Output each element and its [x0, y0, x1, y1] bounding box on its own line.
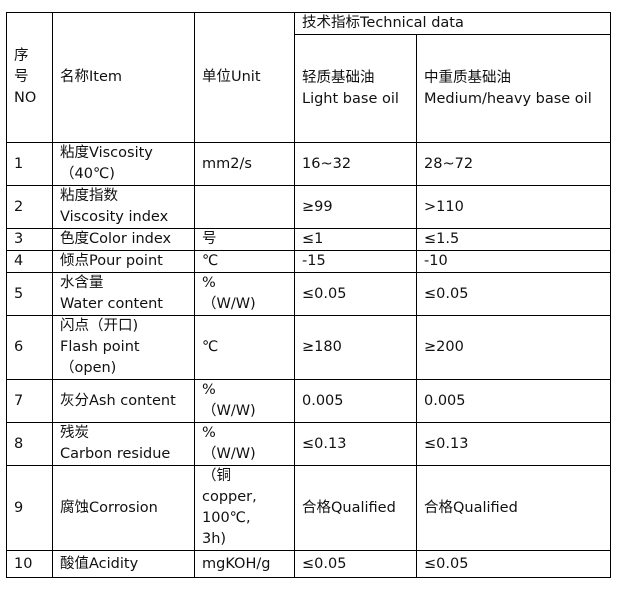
technical-data-table: 序 号 NO 名称Item 单位Unit 技术指标Technical data … [6, 12, 612, 578]
cell-medium: 28~72 [415, 142, 612, 186]
cell-medium: ≤0.05 [415, 272, 612, 316]
header-row: 序 号 NO 名称Item 单位Unit 技术指标Technical data [6, 12, 612, 143]
header-unit: 单位Unit [194, 12, 295, 143]
table-row: 10 酸值Acidity mgKOH/g ≤0.05 ≤0.05 [6, 550, 612, 578]
cell-light: 16~32 [294, 142, 417, 186]
cell-light: ≤0.13 [294, 422, 417, 466]
table-row: 2 粘度指数 Viscosity index ≥99 >110 [6, 185, 612, 229]
cell-no: 8 [6, 422, 53, 466]
table-row: 9 腐蚀Corrosion （铜 copper, 100℃, 3h) 合格Qualif… [6, 465, 612, 551]
cell-item: 酸值Acidity [52, 550, 195, 578]
table-row: 3 色度Color index 号 ≤1 ≤1.5 [6, 228, 612, 251]
cell-medium: ≤0.13 [415, 422, 612, 466]
cell-no: 2 [6, 185, 53, 229]
cell-medium: ≥200 [415, 315, 612, 380]
cell-light: 0.005 [294, 379, 417, 423]
cell-item: 闪点（开口) Flash point （open) [52, 315, 195, 380]
cell-medium: >110 [415, 185, 612, 229]
cell-item: 腐蚀Corrosion [52, 465, 195, 551]
header-medium-heavy-base-oil: 中重质基础油 Medium/heavy base oil [415, 34, 612, 143]
cell-unit: ℃ [194, 250, 295, 273]
cell-unit: （铜 copper, 100℃, 3h) [194, 465, 295, 551]
table-row: 1 粘度Viscosity （40℃) mm2/s 16~32 28~72 [6, 142, 612, 186]
cell-light: ≤1 [294, 228, 417, 251]
cell-light: ≤0.05 [294, 550, 417, 578]
cell-medium: ≤0.05 [415, 550, 612, 578]
cell-medium: 0.005 [415, 379, 612, 423]
cell-item: 水含量 Water content [52, 272, 195, 316]
cell-light: 合格Qualified [294, 465, 417, 551]
cell-unit: % （W/W) [194, 422, 295, 466]
cell-item: 色度Color index [52, 228, 195, 251]
cell-item: 倾点Pour point [52, 250, 195, 273]
cell-unit: mm2/s [194, 142, 295, 186]
header-subrow: 轻质基础油 Light base oil 中重质基础油 Medium/heavy… [7, 34, 612, 143]
table-row: 7 灰分Ash content% （W/W) 0.005 0.005 [6, 379, 612, 423]
cell-no: 1 [6, 142, 53, 186]
header-light-base-oil: 轻质基础油 Light base oil [294, 34, 417, 143]
cell-light: ≥99 [294, 185, 417, 229]
cell-unit: % （W/W) [194, 379, 295, 423]
table-row: 5 水含量 Water content% （W/W) ≤0.05 ≤0.05 [6, 272, 612, 316]
cell-no: 10 [6, 550, 53, 578]
cell-unit: 号 [194, 228, 295, 251]
cell-light: ≤0.05 [294, 272, 417, 316]
cell-medium: ≤1.5 [415, 228, 612, 251]
cell-no: 7 [6, 379, 53, 423]
table-row: 4 倾点Pour point ℃ -15 -10 [6, 250, 612, 273]
cell-item: 粘度Viscosity （40℃) [52, 142, 195, 186]
cell-unit: ℃ [194, 315, 295, 380]
table-row: 6 闪点（开口) Flash point （open) ℃ ≥180 ≥200 [6, 315, 612, 380]
cell-unit: mgKOH/g [194, 550, 295, 578]
cell-no: 6 [6, 315, 53, 380]
cell-no: 3 [6, 228, 53, 251]
cell-medium: 合格Qualified [415, 465, 612, 551]
table-row: 8 残炭 Carbon residue% （W/W) ≤0.13 ≤0.13 [6, 422, 612, 466]
header-technical-data: 技术指标Technical data [293, 12, 612, 35]
cell-medium: -10 [415, 250, 612, 273]
cell-light: ≥180 [294, 315, 417, 380]
cell-unit [194, 185, 295, 229]
cell-unit: % （W/W) [194, 272, 295, 316]
cell-item: 残炭 Carbon residue [52, 422, 195, 466]
cell-no: 5 [6, 272, 53, 316]
header-item: 名称Item [52, 12, 195, 143]
header-no: 序 号 NO [6, 12, 53, 143]
cell-item: 粘度指数 Viscosity index [52, 185, 195, 229]
cell-no: 9 [6, 465, 53, 551]
cell-light: -15 [294, 250, 417, 273]
cell-no: 4 [6, 250, 53, 273]
cell-item: 灰分Ash content [52, 379, 195, 423]
